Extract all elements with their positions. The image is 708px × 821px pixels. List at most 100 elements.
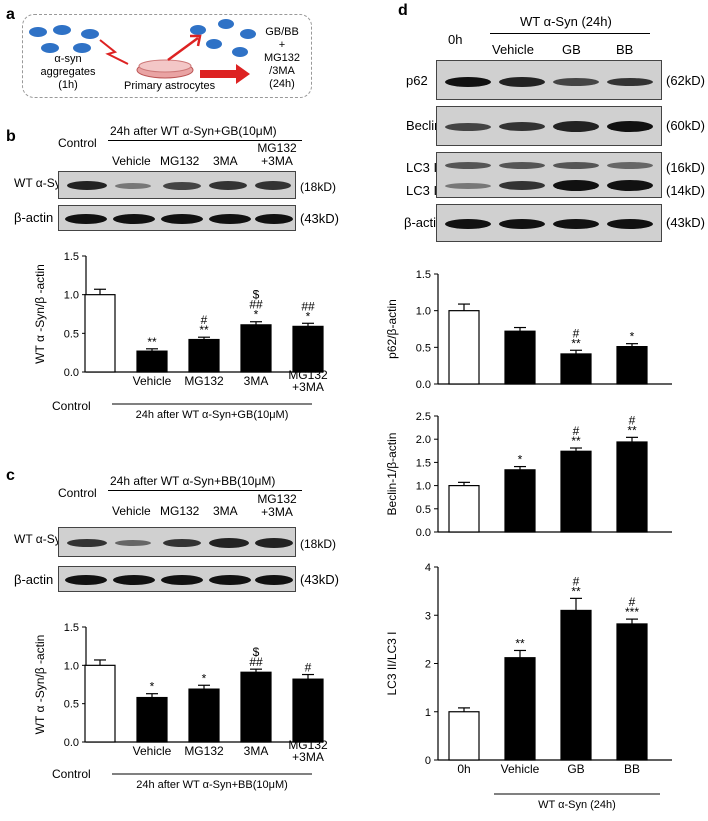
significance-mark-d1: * <box>630 330 635 344</box>
category-label-d3: Vehicle <box>501 762 540 776</box>
blot-d-header-line <box>490 33 650 34</box>
bar-d1 <box>504 330 536 385</box>
category-label-b: Vehicle <box>133 374 172 388</box>
blot-d-size-actin: (43kD) <box>666 215 706 230</box>
blot-c-control-label: Control <box>58 486 97 500</box>
blot-d-row-lc3ii: LC3 II <box>406 183 441 198</box>
bar-d3 <box>616 623 648 761</box>
y-tick-label-d1: 1.0 <box>416 306 431 318</box>
blot-b-size-actin: (43kD) <box>300 211 340 226</box>
bar-d1 <box>448 310 480 385</box>
blot-b-actin-image <box>58 205 296 231</box>
treatment-line-4: /3MA <box>269 65 295 77</box>
significance-mark-c: * <box>202 671 207 685</box>
y-tick-label-d1: 0.5 <box>416 342 431 354</box>
y-tick-label-d3: 4 <box>425 562 431 574</box>
significance-mark-b: * <box>254 308 259 322</box>
blot-d-beclin-image <box>436 106 662 146</box>
blot-b-header: 24h after WT α-Syn+GB(10μM) <box>110 124 277 138</box>
bar-c <box>84 664 116 743</box>
panel-label-b: b <box>6 128 16 145</box>
bar-d3 <box>448 711 480 761</box>
y-tick-label-d2: 0.0 <box>416 527 431 539</box>
blot-b-lane-combo-1: MG132 <box>257 141 297 155</box>
blot-c-size-actin: (43kD) <box>300 572 340 587</box>
aggregates-label: α-syn aggregates (1h) <box>28 53 108 92</box>
y-tick-label-d2: 2.5 <box>416 411 431 423</box>
blot-d-size-p62: (62kD) <box>666 73 706 88</box>
y-tick-label-d3: 1 <box>425 707 431 719</box>
blot-d-row-lc3i: LC3 I <box>406 160 438 175</box>
category-label-c: Control <box>52 767 91 781</box>
astrocytes-label: Primary astrocytes <box>124 80 216 92</box>
y-tick-label-c: 0.0 <box>64 737 79 749</box>
bar-c <box>292 678 324 743</box>
category-label-b: MG132 <box>288 368 328 382</box>
y-tick-label-c: 1.5 <box>64 622 79 634</box>
y-tick-label-b: 0.5 <box>64 328 79 340</box>
blot-b-row-actin: β-actin <box>14 210 54 225</box>
significance-mark-d1: ** <box>571 336 581 350</box>
bar-b <box>84 294 116 373</box>
significance-mark-d2: * <box>518 453 523 467</box>
y-tick-label-d3: 3 <box>425 610 431 622</box>
treatment-line-5: (24h) <box>269 78 295 90</box>
significance-mark-b: $ <box>253 288 260 302</box>
y-tick-label-d2: 2.0 <box>416 434 431 446</box>
y-tick-label-d1: 1.5 <box>416 269 431 281</box>
bar-d2 <box>504 469 536 533</box>
group-label-d3: WT α-Syn (24h) <box>538 799 616 811</box>
blot-d-size-beclin: (60kD) <box>666 118 706 133</box>
schematic-box <box>22 14 312 98</box>
blot-b-lane-mg132: MG132 <box>160 154 200 168</box>
blot-d-lane-gb: GB <box>562 42 581 57</box>
bar-d1 <box>616 346 648 385</box>
y-axis-label-d2: Beclin-1/β-actin <box>385 433 399 516</box>
blot-b-lane-3ma: 3MA <box>213 154 238 168</box>
blot-b-syn-image <box>58 171 296 199</box>
bar-d3 <box>560 609 592 761</box>
y-tick-label-b: 1.5 <box>64 251 79 263</box>
category-label-d3: GB <box>567 762 584 776</box>
blot-d-row-actin: β-actin <box>404 215 444 230</box>
bar-b <box>240 324 272 373</box>
category-label-c: +3MA <box>292 750 324 764</box>
significance-mark-c: $ <box>253 645 260 659</box>
y-tick-label-c: 1.0 <box>64 660 79 672</box>
red-arrow-icon <box>200 64 250 84</box>
blot-c-size-syn: (18kD) <box>300 537 337 551</box>
blot-b-header-line <box>108 140 302 141</box>
blot-c-lane-3ma: 3MA <box>213 504 238 518</box>
category-label-b: Control <box>52 399 91 413</box>
category-label-c: MG132 <box>184 744 224 758</box>
significance-mark-d2: # <box>573 424 580 438</box>
category-label-d3: BB <box>624 762 640 776</box>
blot-c-actin-image <box>58 566 296 592</box>
blot-b-lane-combo-2: +3MA <box>261 154 293 168</box>
treatment-line-1: GB/BB <box>265 26 299 38</box>
bar-d1 <box>560 353 592 385</box>
y-tick-label-d3: 0 <box>425 755 431 767</box>
significance-mark-b: ** <box>199 323 209 337</box>
blot-c-header: 24h after WT α-Syn+BB(10μM) <box>110 474 276 488</box>
bar-d2 <box>560 450 592 533</box>
outline-arrow <box>167 36 199 62</box>
aggregate-icons <box>29 19 256 57</box>
significance-mark-b: ## <box>301 299 315 313</box>
significance-mark-d3: *** <box>625 605 639 619</box>
blot-c-header-line <box>108 490 302 491</box>
y-tick-label-c: 0.5 <box>64 699 79 711</box>
bar-b <box>188 338 220 373</box>
blot-b-size-syn: (18kD) <box>300 180 337 194</box>
category-label-c: Vehicle <box>133 744 172 758</box>
category-label-c: 3MA <box>244 744 269 758</box>
blot-d-p62-image <box>436 60 662 100</box>
y-tick-label-d3: 2 <box>425 659 431 671</box>
treatment-line-2: + <box>278 39 286 51</box>
blot-d-lc3-image <box>436 152 662 198</box>
blot-d-actin-image <box>436 204 662 242</box>
blot-d-lane-0h: 0h <box>448 32 463 47</box>
panel-label-c: c <box>6 467 15 484</box>
